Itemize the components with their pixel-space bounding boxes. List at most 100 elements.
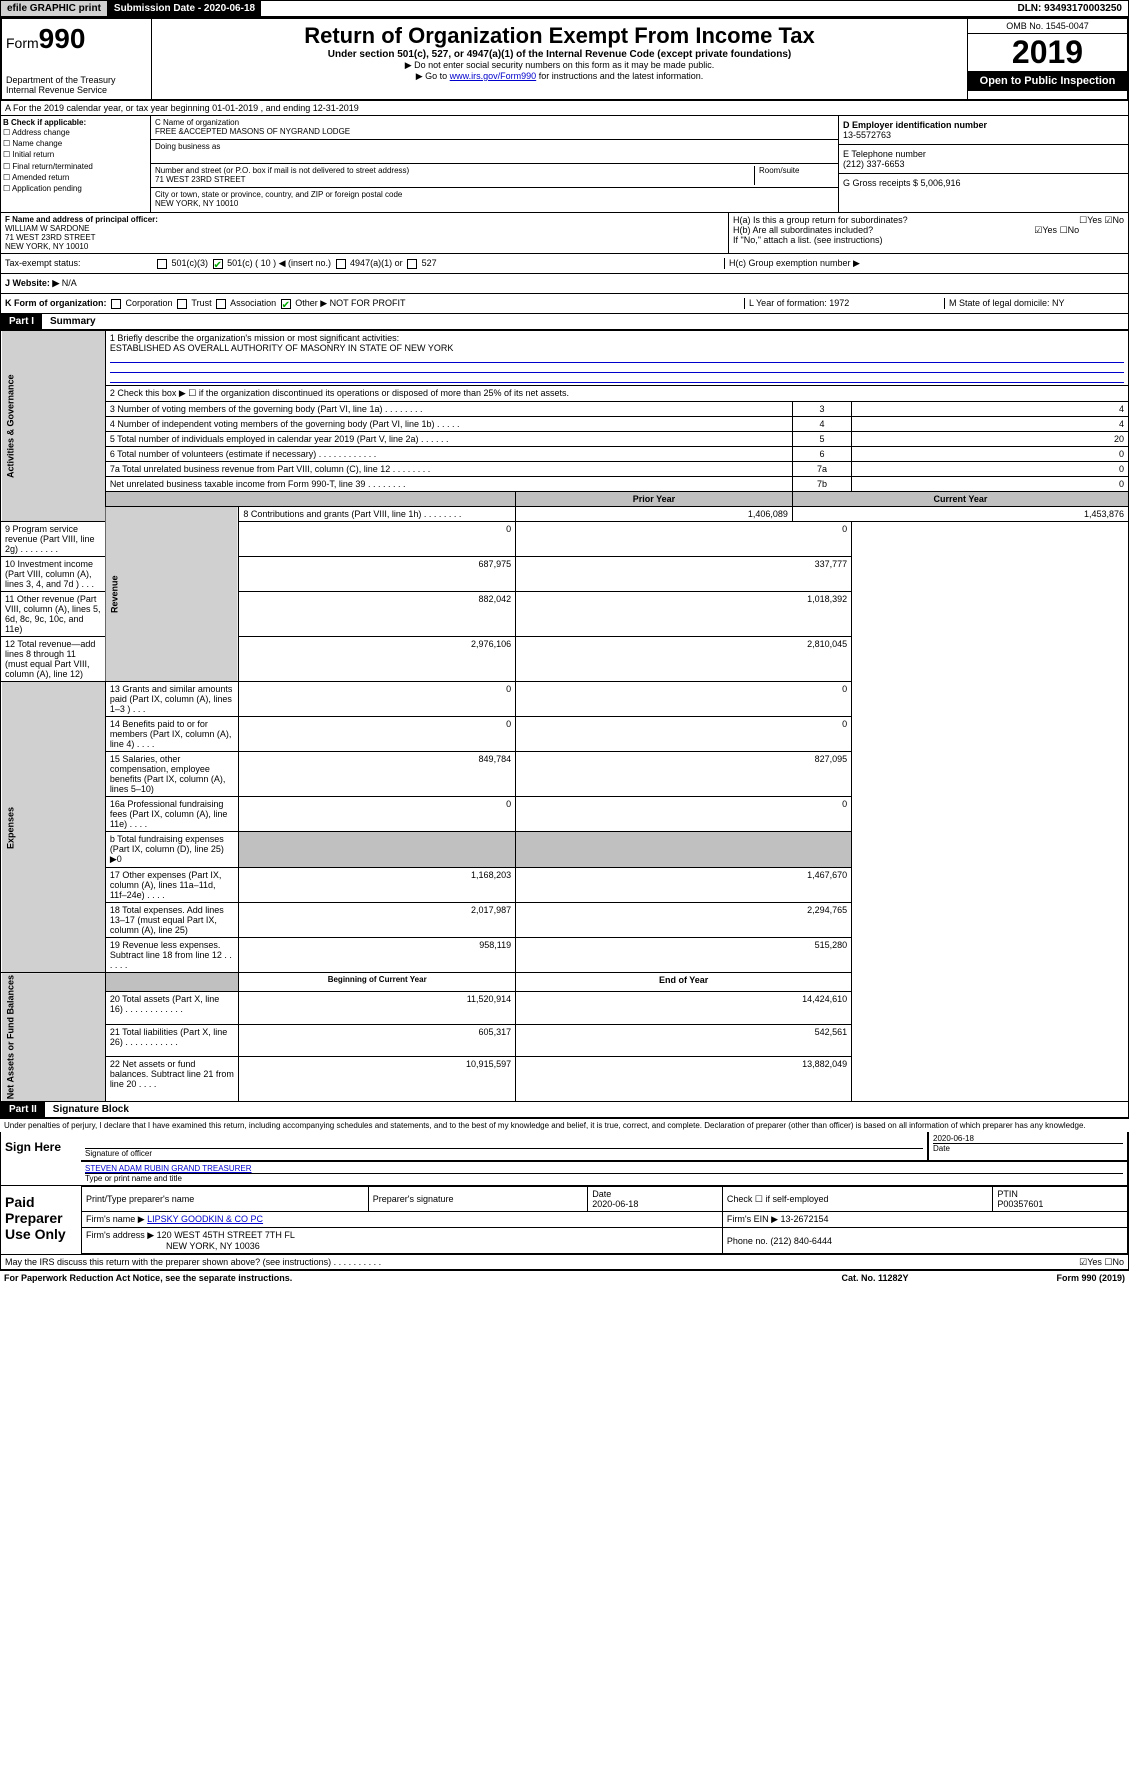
cb-trust[interactable] <box>177 299 187 309</box>
line9: 9 Program service revenue (Part VIII, li… <box>1 522 106 557</box>
discuss-yes[interactable]: ☑Yes <box>1079 1257 1102 1267</box>
line1: 1 Briefly describe the organization's mi… <box>110 333 1124 343</box>
irs-link[interactable]: www.irs.gov/Form990 <box>450 71 537 81</box>
firm-phone: Phone no. (212) 840-6444 <box>722 1228 1127 1254</box>
line6: 6 Total number of volunteers (estimate i… <box>105 447 792 462</box>
signature-block: Sign Here Signature of officer 2020-06-1… <box>0 1132 1129 1186</box>
ha-label: H(a) Is this a group return for subordin… <box>733 215 908 225</box>
ha-no[interactable]: ☑No <box>1104 215 1124 225</box>
line15: 15 Salaries, other compensation, employe… <box>105 752 239 797</box>
sig-date: 2020-06-18 <box>933 1134 1123 1143</box>
ssn-note: ▶ Do not enter social security numbers o… <box>156 60 963 71</box>
line2: 2 Check this box ▶ ☐ if the organization… <box>105 386 1128 402</box>
officer-label: F Name and address of principal officer: <box>5 215 724 224</box>
c8: 1,453,876 <box>792 507 1128 522</box>
tax-year: 2019 <box>968 34 1127 71</box>
efile-label[interactable]: efile GRAPHIC print <box>1 1 108 16</box>
firm-name[interactable]: LIPSKY GOODKIN & CO PC <box>147 1214 263 1224</box>
name-label: C Name of organization <box>155 118 834 127</box>
c19: 515,280 <box>516 938 852 973</box>
cb-address[interactable]: ☐ Address change <box>3 127 148 138</box>
line22: 22 Net assets or fund balances. Subtract… <box>105 1056 239 1101</box>
tax-exempt-label: Tax-exempt status: <box>5 258 155 269</box>
dept-treasury: Department of the Treasury <box>6 75 147 85</box>
cb-4947[interactable] <box>336 259 346 269</box>
current-header: Current Year <box>792 492 1128 507</box>
website-value: N/A <box>62 278 77 288</box>
discuss-no[interactable]: ☐No <box>1104 1257 1124 1267</box>
side-expenses: Expenses <box>1 682 106 973</box>
preparer-block: Paid Preparer Use Only Print/Type prepar… <box>0 1186 1129 1255</box>
officer-print-name[interactable]: STEVEN ADAM RUBIN GRAND TREASURER <box>85 1164 1123 1173</box>
sections-bcd: B Check if applicable: ☐ Address change … <box>0 116 1129 213</box>
line17: 17 Other expenses (Part IX, column (A), … <box>105 868 239 903</box>
c16a: 0 <box>516 797 852 832</box>
c10: 337,777 <box>516 557 852 592</box>
prep-h4[interactable]: Check ☐ if self-employed <box>722 1187 992 1212</box>
perjury-statement: Under penalties of perjury, I declare th… <box>0 1118 1129 1132</box>
p13: 0 <box>239 682 516 717</box>
hb-yes[interactable]: ☑Yes <box>1034 225 1057 235</box>
prior-header: Prior Year <box>516 492 793 507</box>
prep-h2: Preparer's signature <box>368 1187 588 1212</box>
footer: For Paperwork Reduction Act Notice, see … <box>0 1270 1129 1285</box>
c20: 14,424,610 <box>516 992 852 1024</box>
begin-header: Beginning of Current Year <box>239 973 516 992</box>
cb-527[interactable] <box>407 259 417 269</box>
part1-label: Part I <box>1 314 42 329</box>
form-number: 990 <box>39 23 86 54</box>
officer-addr2: NEW YORK, NY 10010 <box>5 242 724 251</box>
v6: 0 <box>852 447 1129 462</box>
cb-final[interactable]: ☐ Final return/terminated <box>3 161 148 172</box>
part2-label: Part II <box>1 1102 45 1117</box>
p17: 1,168,203 <box>239 868 516 903</box>
corp-label: Corporation <box>126 298 173 308</box>
c12: 2,810,045 <box>516 637 852 682</box>
footer-right: Form 990 (2019) <box>975 1273 1125 1283</box>
cb-name[interactable]: ☐ Name change <box>3 138 148 149</box>
v4: 4 <box>852 417 1129 432</box>
line11: 11 Other revenue (Part VIII, column (A),… <box>1 592 106 637</box>
end-header: End of Year <box>516 973 852 992</box>
v5: 20 <box>852 432 1129 447</box>
hb-note: If "No," attach a list. (see instruction… <box>733 235 1124 245</box>
cb-initial[interactable]: ☐ Initial return <box>3 149 148 160</box>
c13: 0 <box>516 682 852 717</box>
c9: 0 <box>516 522 852 557</box>
527-label: 527 <box>422 258 437 268</box>
line7a: 7a Total unrelated business revenue from… <box>105 462 792 477</box>
cb-assoc[interactable] <box>216 299 226 309</box>
summary-table: Activities & Governance 1 Briefly descri… <box>0 330 1129 1102</box>
line3: 3 Number of voting members of the govern… <box>105 402 792 417</box>
other-label: Other ▶ NOT FOR PROFIT <box>295 298 405 308</box>
hb-label: H(b) Are all subordinates included? <box>733 225 873 235</box>
side-revenue: Revenue <box>105 507 239 682</box>
cb-501c3[interactable] <box>157 259 167 269</box>
4947-label: 4947(a)(1) or <box>350 258 403 268</box>
ha-yes[interactable]: ☐Yes <box>1079 215 1102 225</box>
p8: 1,406,089 <box>516 507 793 522</box>
hc-label: H(c) Group exemption number ▶ <box>724 258 1124 269</box>
paid-prep-label: Paid Preparer Use Only <box>1 1186 81 1254</box>
line13: 13 Grants and similar amounts paid (Part… <box>105 682 239 717</box>
irs: Internal Revenue Service <box>6 85 147 95</box>
p11: 882,042 <box>239 592 516 637</box>
prep-date: 2020-06-18 <box>592 1199 718 1209</box>
cb-amended[interactable]: ☐ Amended return <box>3 172 148 183</box>
section-b-label: B Check if applicable: <box>3 118 148 127</box>
cb-corp[interactable] <box>111 299 121 309</box>
part1-title: Summary <box>42 316 96 327</box>
line10: 10 Investment income (Part VIII, column … <box>1 557 106 592</box>
ein-value: 13-5572763 <box>843 130 1124 140</box>
v7b: 0 <box>852 477 1129 492</box>
c11: 1,018,392 <box>516 592 852 637</box>
line18: 18 Total expenses. Add lines 13–17 (must… <box>105 903 239 938</box>
sign-here-label: Sign Here <box>1 1132 81 1185</box>
cb-501c[interactable] <box>213 259 223 269</box>
cb-other[interactable] <box>281 299 291 309</box>
cb-pending[interactable]: ☐ Application pending <box>3 183 148 194</box>
city-state-zip: NEW YORK, NY 10010 <box>155 199 834 208</box>
hb-no[interactable]: ☐No <box>1060 225 1080 235</box>
footer-left: For Paperwork Reduction Act Notice, see … <box>4 1273 775 1283</box>
prep-h5: PTIN <box>997 1189 1123 1199</box>
